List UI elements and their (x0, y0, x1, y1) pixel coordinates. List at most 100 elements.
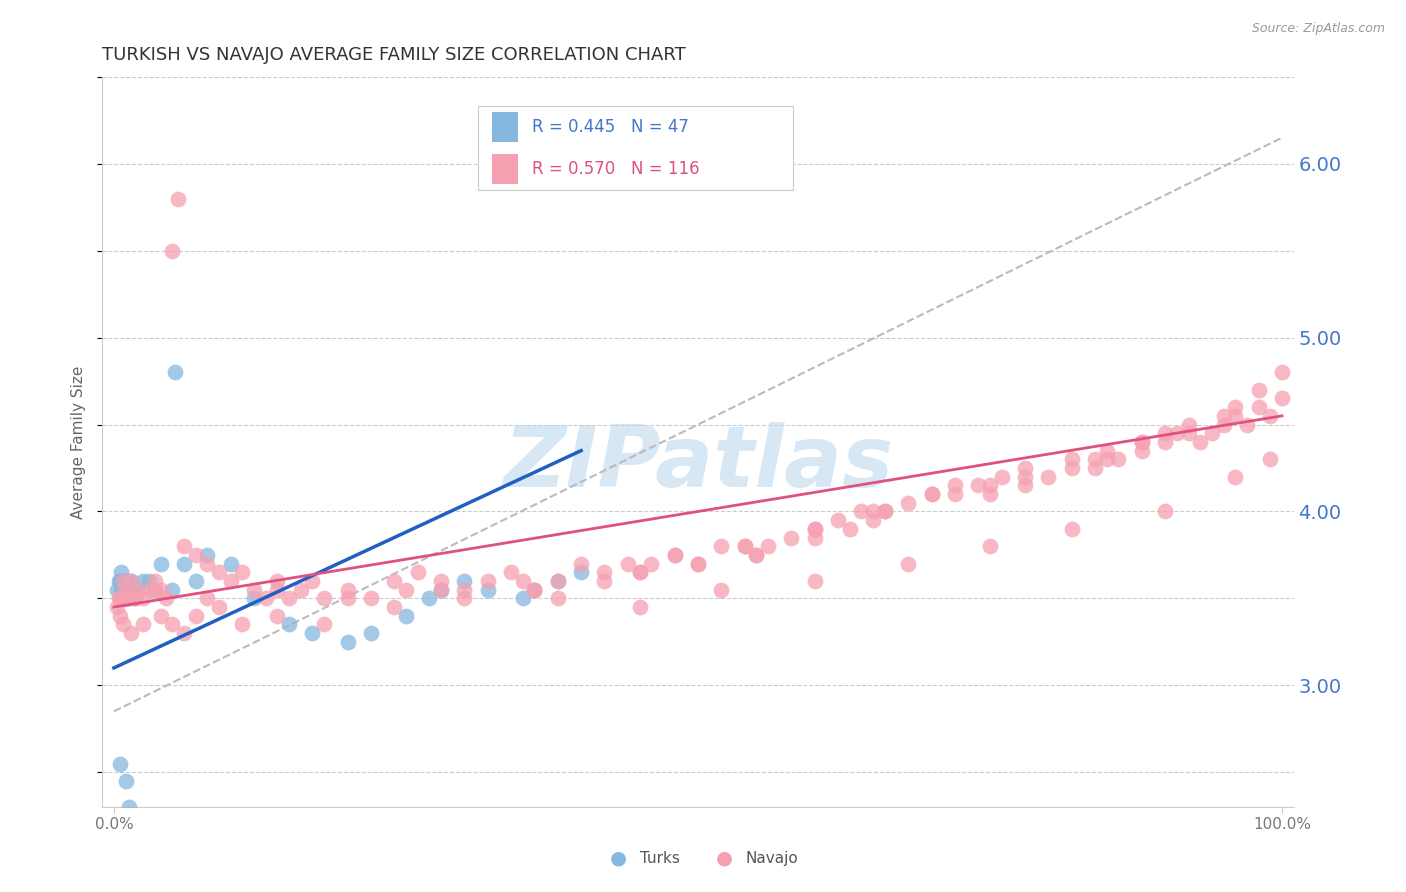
Point (803, 522, 825, 536)
Point (418, 591, 440, 606)
Point (406, 566, 429, 580)
Point (120, 582, 142, 597)
Point (155, 591, 177, 606)
Point (219, 574, 242, 588)
Point (1130, 434, 1153, 449)
Point (360, 626, 382, 640)
Point (114, 582, 136, 597)
Point (114, 591, 136, 606)
Point (1014, 461, 1036, 475)
Point (1154, 426, 1177, 441)
Point (1271, 392, 1294, 406)
Point (547, 574, 569, 588)
Point (314, 591, 336, 606)
Point (120, 574, 142, 588)
Point (593, 566, 616, 580)
Point (120, 626, 142, 640)
Point (943, 487, 966, 501)
Point (1225, 400, 1247, 414)
Point (710, 539, 733, 553)
Point (1038, 469, 1060, 483)
Point (162, 582, 184, 597)
Point (1166, 426, 1188, 441)
Point (336, 591, 359, 606)
Point (1014, 469, 1036, 483)
Point (734, 539, 756, 553)
Point (127, 582, 149, 597)
Point (112, 617, 135, 632)
Point (336, 635, 359, 649)
Point (979, 478, 1001, 492)
Point (1130, 443, 1153, 458)
Point (1095, 452, 1118, 467)
Point (105, 600, 128, 615)
Point (745, 548, 768, 562)
Point (314, 617, 336, 632)
Point (430, 574, 453, 588)
Text: ZIPatlas: ZIPatlas (503, 422, 893, 506)
Point (115, 591, 138, 606)
Point (569, 566, 592, 580)
Point (195, 548, 218, 562)
Point (990, 469, 1012, 483)
Text: Navajo: Navajo (745, 852, 799, 866)
Point (1084, 461, 1107, 475)
Point (686, 557, 709, 571)
Point (1177, 417, 1199, 432)
Point (734, 539, 756, 553)
Point (111, 591, 134, 606)
Point (117, 582, 139, 597)
Point (921, 487, 943, 501)
Point (112, 574, 135, 588)
Point (111, 574, 134, 588)
Point (803, 574, 825, 588)
Point (1225, 469, 1247, 483)
Point (1225, 409, 1247, 423)
Point (231, 566, 253, 580)
Point (1060, 522, 1083, 536)
Point (1212, 409, 1234, 423)
Text: R = 0.445   N = 47: R = 0.445 N = 47 (533, 118, 689, 136)
Point (1212, 417, 1234, 432)
Point (851, 504, 873, 518)
Point (162, 244, 184, 258)
Point (640, 557, 662, 571)
Point (686, 557, 709, 571)
Text: ●: ● (716, 848, 733, 867)
Point (114, 582, 136, 597)
Point (745, 548, 768, 562)
Point (477, 582, 499, 597)
Point (208, 566, 231, 580)
Point (803, 522, 825, 536)
Point (1154, 504, 1177, 518)
Point (547, 591, 569, 606)
Point (132, 574, 155, 588)
Point (780, 531, 803, 545)
Point (862, 504, 884, 518)
Point (243, 591, 266, 606)
Point (979, 487, 1001, 501)
Point (979, 539, 1001, 553)
Point (112, 582, 135, 597)
Point (1060, 461, 1083, 475)
Point (1189, 434, 1212, 449)
Point (114, 574, 136, 588)
Point (184, 574, 207, 588)
Point (827, 513, 849, 527)
Point (628, 566, 651, 580)
Point (162, 617, 184, 632)
Point (173, 557, 195, 571)
Point (117, 591, 139, 606)
Point (107, 591, 129, 606)
FancyBboxPatch shape (492, 112, 517, 143)
Point (1247, 383, 1270, 397)
Point (430, 582, 453, 597)
Text: ●: ● (610, 848, 627, 867)
Point (143, 574, 166, 588)
Point (167, 192, 190, 206)
Point (124, 591, 146, 606)
Point (897, 496, 920, 510)
Point (108, 591, 131, 606)
Point (266, 574, 288, 588)
Text: Turks: Turks (640, 852, 679, 866)
